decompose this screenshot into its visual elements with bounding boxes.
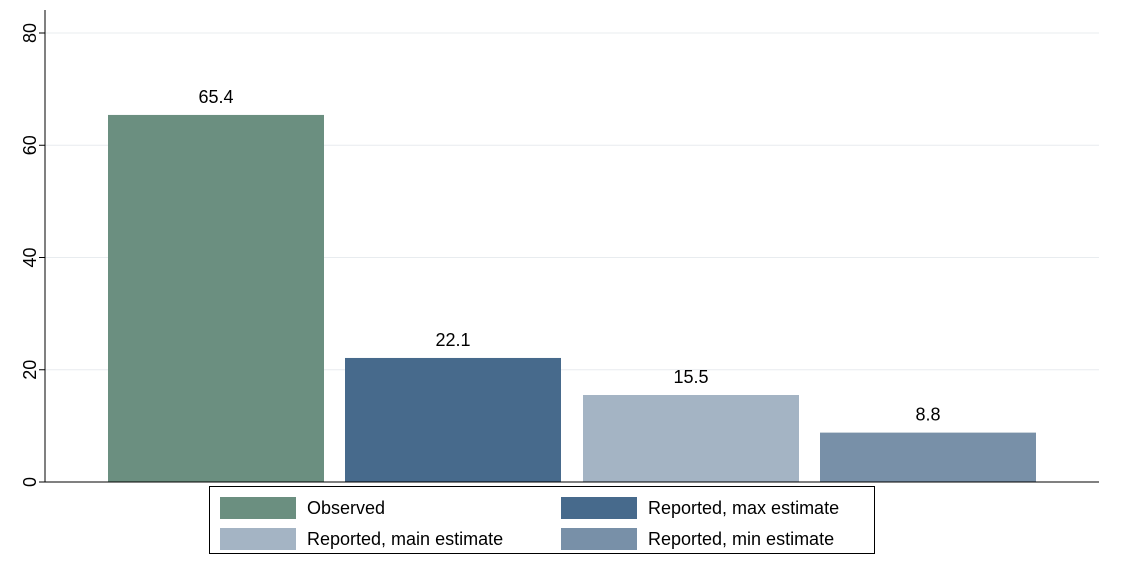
legend-swatch-observed (220, 497, 296, 519)
data-label-reported-min-estimate: 8.8 (915, 405, 940, 425)
legend-swatch-main-estimate (220, 528, 296, 550)
legend-item-main-estimate: Reported, main estimate (220, 528, 503, 550)
legend-swatch-min-estimate (561, 528, 637, 550)
legend-label-main-estimate: Reported, main estimate (307, 528, 504, 549)
data-label-reported-max-estimate: 22.1 (435, 330, 470, 350)
legend-item-max-estimate: Reported, max estimate (561, 497, 839, 519)
data-label-observed: 65.4 (198, 87, 233, 107)
legend-label-min-estimate: Reported, min estimate (648, 528, 835, 549)
y-tick-label-40: 40 (20, 247, 40, 267)
bar-reported-main-estimate (583, 395, 799, 482)
y-tick-label-0: 0 (20, 477, 40, 487)
bar-reported-max-estimate (345, 357, 561, 482)
data-labels: 65.4 22.1 15.5 8.8 (198, 87, 940, 425)
y-tick-label-80: 80 (20, 23, 40, 43)
y-tick-label-20: 20 (20, 360, 40, 380)
axes: 0 20 40 60 80 (20, 10, 1099, 487)
bar-reported-min-estimate (820, 432, 1036, 482)
legend-item-observed: Observed (220, 497, 385, 519)
bar-observed (108, 114, 324, 482)
legend-item-min-estimate: Reported, min estimate (561, 528, 834, 550)
bars (108, 114, 1036, 482)
legend: Observed Reported, max estimate Reported… (209, 486, 875, 554)
legend-swatch-max-estimate (561, 497, 637, 519)
legend-label-max-estimate: Reported, max estimate (648, 497, 840, 518)
legend-label-observed: Observed (307, 497, 386, 518)
data-label-reported-main-estimate: 15.5 (673, 367, 708, 387)
y-tick-label-60: 60 (20, 135, 40, 155)
